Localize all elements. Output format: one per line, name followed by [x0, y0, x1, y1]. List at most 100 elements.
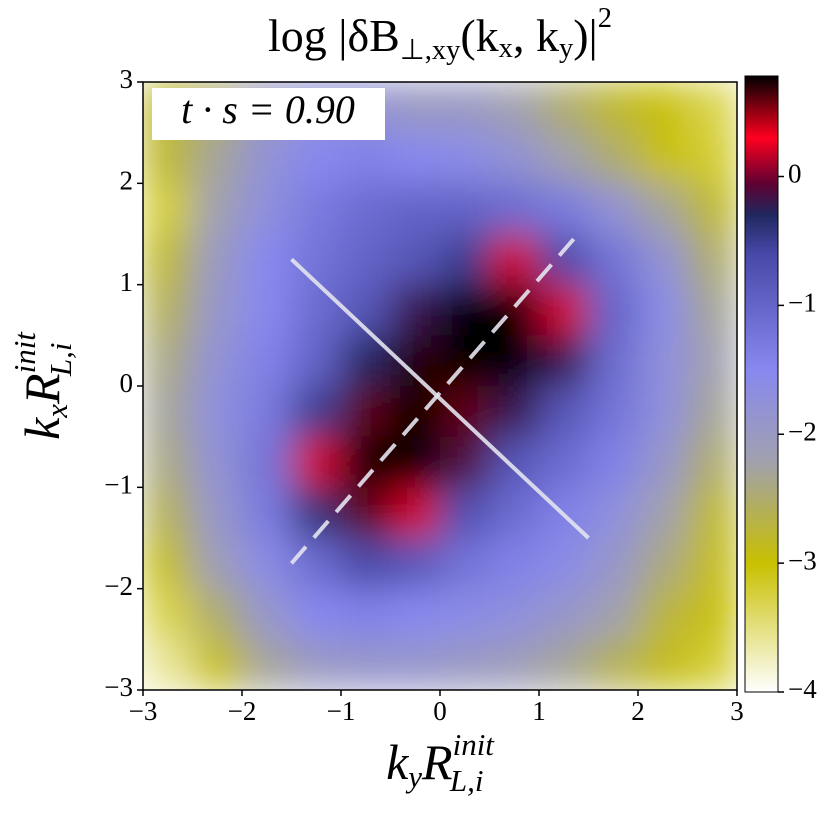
heatmap-cell [390, 234, 441, 286]
x-tick-label: 1 [532, 696, 546, 726]
heatmap-cell [440, 588, 490, 640]
label-part: , k [513, 10, 559, 61]
heatmap-cell [588, 82, 639, 134]
heatmap-cell [687, 639, 737, 690]
label-part: L,i [43, 342, 78, 377]
heatmap-cell [539, 183, 589, 235]
heatmap-cell [588, 639, 639, 690]
heatmap-cell [687, 487, 737, 539]
heatmap-cell [390, 284, 441, 336]
x-tick-label: 0 [433, 696, 447, 726]
heatmap-cell [242, 639, 292, 690]
heatmap-cell [539, 82, 589, 134]
heatmap-cell [242, 335, 292, 387]
heatmap-cell [489, 538, 540, 590]
label-part: init [453, 727, 496, 762]
heatmap-cell [539, 386, 589, 438]
heatmap-cell [242, 386, 292, 438]
heatmap-cell [390, 436, 441, 488]
label-part: x [39, 404, 74, 419]
heatmap-cell [390, 487, 441, 539]
guide-line [290, 257, 590, 540]
heatmap-cell [638, 183, 688, 235]
heatmap-cell [638, 436, 688, 488]
heatmap-cell [143, 132, 193, 184]
heatmap-cell [192, 639, 243, 690]
y-tick-label: −1 [104, 470, 133, 500]
heatmap-cell [638, 639, 688, 690]
heatmap-cell [143, 183, 193, 235]
heatmap-cell [291, 639, 342, 690]
y-tick-label: −3 [104, 672, 133, 702]
heatmap-cell [687, 588, 737, 640]
heatmap-cell [143, 234, 193, 286]
heatmap-cell [192, 588, 243, 640]
heatmap-cell [291, 183, 342, 235]
x-tick-label: −1 [327, 696, 356, 726]
heatmap-cell [192, 487, 243, 539]
colorbar [744, 75, 779, 693]
heatmap-cell [539, 639, 589, 690]
heatmap-cell [687, 436, 737, 488]
heatmap-cell [440, 82, 490, 134]
heatmap-cell [588, 436, 639, 488]
label-part: (k [460, 10, 498, 61]
heatmap-cell [588, 487, 639, 539]
heatmap-cell [192, 284, 243, 336]
label-part: init [7, 331, 42, 374]
heatmap-cell [242, 234, 292, 286]
colorbar-tick-label: −4 [788, 674, 817, 704]
heatmap-cell [687, 538, 737, 590]
heatmap-cell [242, 132, 292, 184]
heatmap-cell [638, 82, 688, 134]
heatmap-cell [390, 639, 441, 690]
label-part: 2 [598, 3, 612, 34]
label-part: log |δB [268, 10, 400, 61]
heatmap-cell [638, 588, 688, 640]
heatmap-cell [539, 538, 589, 590]
heatmap-cell [588, 183, 639, 235]
heatmap-cell [588, 538, 639, 590]
heatmap-cell [390, 183, 441, 235]
heatmap-cell [539, 436, 589, 488]
heatmap-cell [390, 538, 441, 590]
heatmap-cell [291, 132, 342, 184]
label-part: ⊥,xy [400, 35, 461, 66]
heatmap-cell [242, 284, 292, 336]
guide-line [289, 237, 576, 565]
heatmap-cell [192, 436, 243, 488]
heatmap-cell [341, 132, 391, 184]
heatmap-cell [440, 234, 490, 286]
y-axis-label: kxRinitL,i [7, 331, 78, 440]
heatmap-cell [687, 386, 737, 438]
heatmap-cell [143, 335, 193, 387]
y-tick-label: 3 [120, 64, 134, 94]
heatmap-cell [638, 234, 688, 286]
heatmap-cell [440, 487, 490, 539]
heatmap-cell [489, 436, 540, 488]
label-part: R [14, 373, 70, 405]
heatmap-cell [242, 487, 292, 539]
heatmap-cell [638, 487, 688, 539]
heatmap-cell [341, 639, 391, 690]
overlay [289, 237, 590, 565]
heatmap-cell [638, 132, 688, 184]
heatmap-cell [687, 132, 737, 184]
heatmap-cell [143, 386, 193, 438]
y-tick-label: 2 [120, 166, 134, 196]
heatmap-cell [440, 538, 490, 590]
heatmap-cell [192, 538, 243, 590]
heatmap-cell [390, 82, 441, 134]
heatmap-cell [588, 386, 639, 438]
colorbar-tick-label: 0 [788, 159, 802, 189]
heatmap-cell [440, 132, 490, 184]
x-tick-label: −2 [228, 696, 257, 726]
label-part: k [14, 417, 70, 440]
heatmap-cell [687, 82, 737, 134]
label-part: x [499, 33, 513, 64]
heatmap-cell [687, 234, 737, 286]
heatmap-cell [687, 183, 737, 235]
colorbar-tick-label: −1 [788, 288, 817, 318]
heatmap-cell [143, 588, 193, 640]
heatmap-cell [341, 234, 391, 286]
